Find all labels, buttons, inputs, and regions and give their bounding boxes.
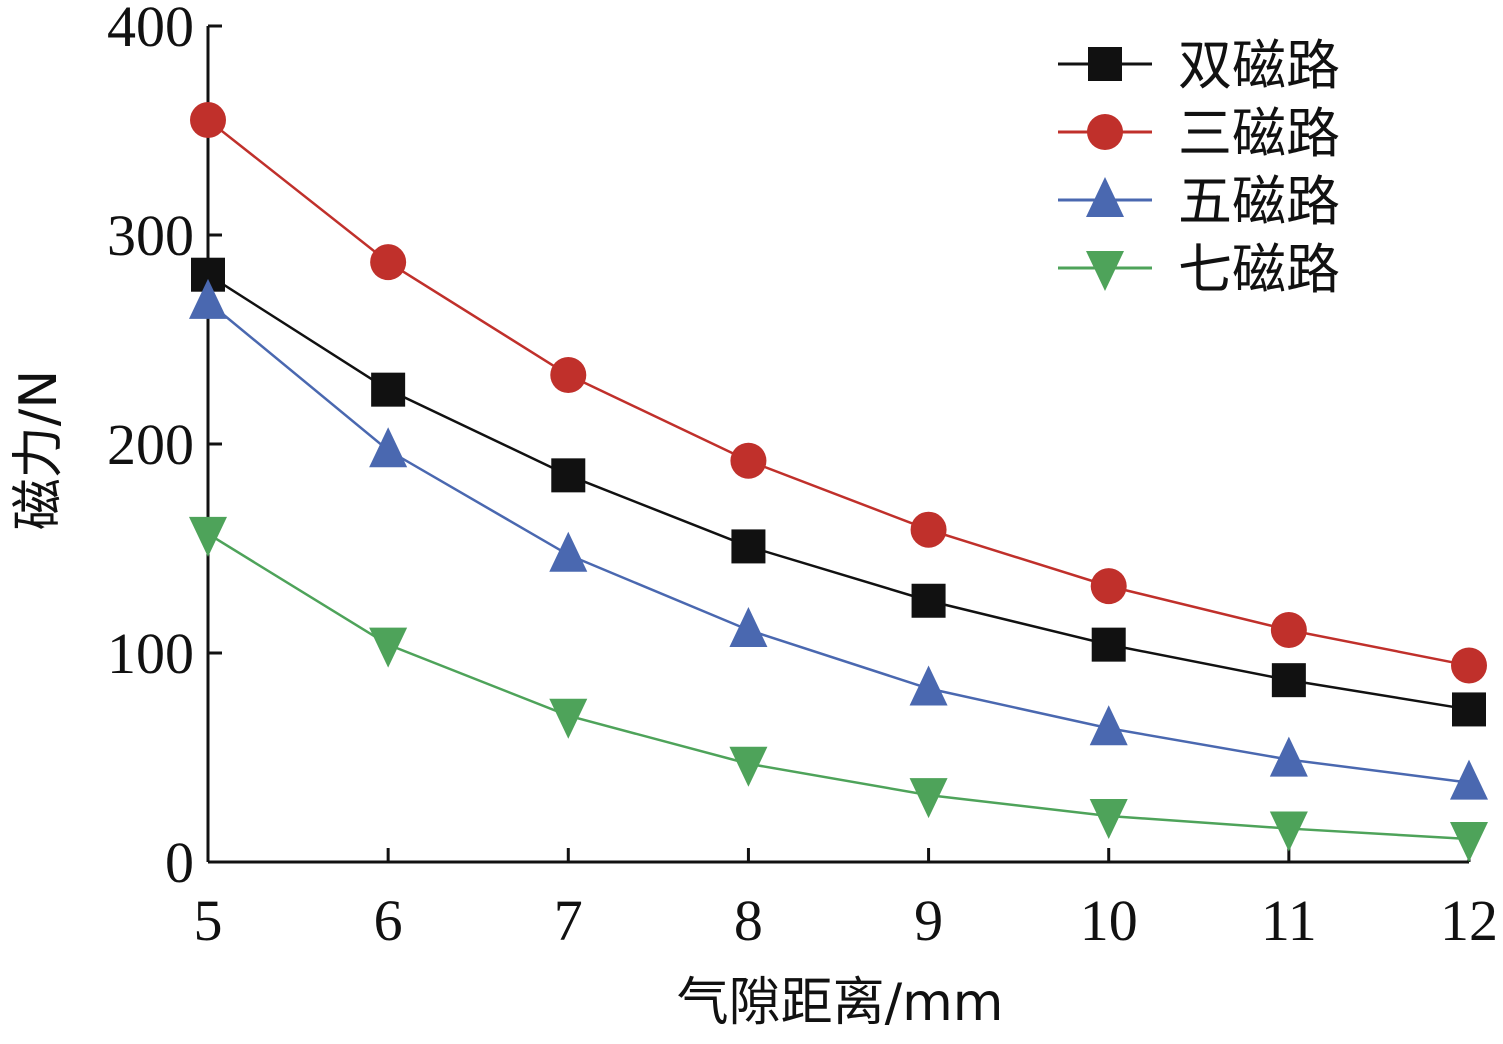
legend-label: 三磁路 xyxy=(1178,102,1340,165)
data-point xyxy=(369,427,408,468)
data-point xyxy=(371,372,406,407)
y-tick-label: 100 xyxy=(107,621,194,686)
series-layer xyxy=(189,102,1488,863)
series-3 xyxy=(189,278,1488,800)
series-line xyxy=(207,119,1470,667)
data-point xyxy=(910,511,947,548)
x-axis-ticks: 5 6 7 8 9 10 11 12 xyxy=(194,848,1498,953)
y-tick-label: 300 xyxy=(107,203,194,268)
data-point xyxy=(190,102,226,139)
data-point xyxy=(1090,568,1127,605)
legend-entry: 七磁路 xyxy=(1058,238,1340,301)
legend-entry: 三磁路 xyxy=(1058,102,1340,165)
series-4 xyxy=(189,516,1488,863)
series-1 xyxy=(191,257,1486,727)
data-point xyxy=(729,746,768,787)
data-point xyxy=(551,458,586,493)
data-point xyxy=(1452,692,1486,727)
x-axis-title: 气隙距离/mm xyxy=(677,973,1004,1033)
series-2 xyxy=(190,102,1487,684)
data-point xyxy=(1271,663,1306,698)
data-point xyxy=(1269,811,1308,852)
legend-label: 双磁路 xyxy=(1178,34,1340,97)
legend-entry: 双磁路 xyxy=(1058,34,1340,97)
data-point xyxy=(1270,612,1307,649)
x-tick-label: 12 xyxy=(1440,888,1498,953)
data-point xyxy=(1450,822,1488,863)
series-line xyxy=(207,300,1470,784)
data-point xyxy=(369,627,408,668)
y-tick-label: 0 xyxy=(165,830,194,895)
data-point xyxy=(549,531,588,572)
y-axis-title: 磁力/N xyxy=(9,370,69,530)
data-point xyxy=(370,244,407,281)
x-tick-label: 11 xyxy=(1261,888,1317,953)
data-point xyxy=(1089,799,1128,840)
series-line xyxy=(207,273,1470,711)
data-point xyxy=(1269,736,1308,777)
x-tick-label: 9 xyxy=(914,888,943,953)
data-point xyxy=(729,607,768,648)
data-point xyxy=(189,516,227,557)
data-point xyxy=(909,778,948,819)
x-tick-label: 6 xyxy=(374,888,403,953)
legend-marker xyxy=(1086,177,1124,217)
data-point xyxy=(1091,627,1126,662)
x-tick-label: 7 xyxy=(554,888,583,953)
data-point xyxy=(730,442,767,479)
plot-area: 0 100 200 300 400 5 6 7 8 9 10 11 12 xyxy=(107,0,1498,953)
data-point xyxy=(909,665,948,706)
legend-marker xyxy=(1086,251,1124,291)
data-point xyxy=(549,698,588,739)
legend-label: 五磁路 xyxy=(1178,170,1340,233)
data-point xyxy=(731,529,766,564)
data-point xyxy=(911,583,946,618)
legend-marker xyxy=(1087,114,1123,150)
legend-label: 七磁路 xyxy=(1178,238,1340,301)
data-point xyxy=(1450,759,1488,800)
x-tick-label: 5 xyxy=(194,888,223,953)
y-tick-label: 200 xyxy=(107,412,194,477)
legend-marker xyxy=(1088,47,1122,81)
data-point xyxy=(1451,647,1487,684)
y-tick-label: 400 xyxy=(107,0,194,59)
data-point xyxy=(1089,705,1128,746)
x-tick-label: 8 xyxy=(734,888,763,953)
data-point xyxy=(189,278,227,319)
legend-entry: 五磁路 xyxy=(1058,170,1340,233)
y-axis-ticks: 0 100 200 300 400 xyxy=(107,0,222,895)
data-point xyxy=(550,357,587,394)
x-tick-label: 10 xyxy=(1080,888,1138,953)
series-line xyxy=(207,532,1470,841)
